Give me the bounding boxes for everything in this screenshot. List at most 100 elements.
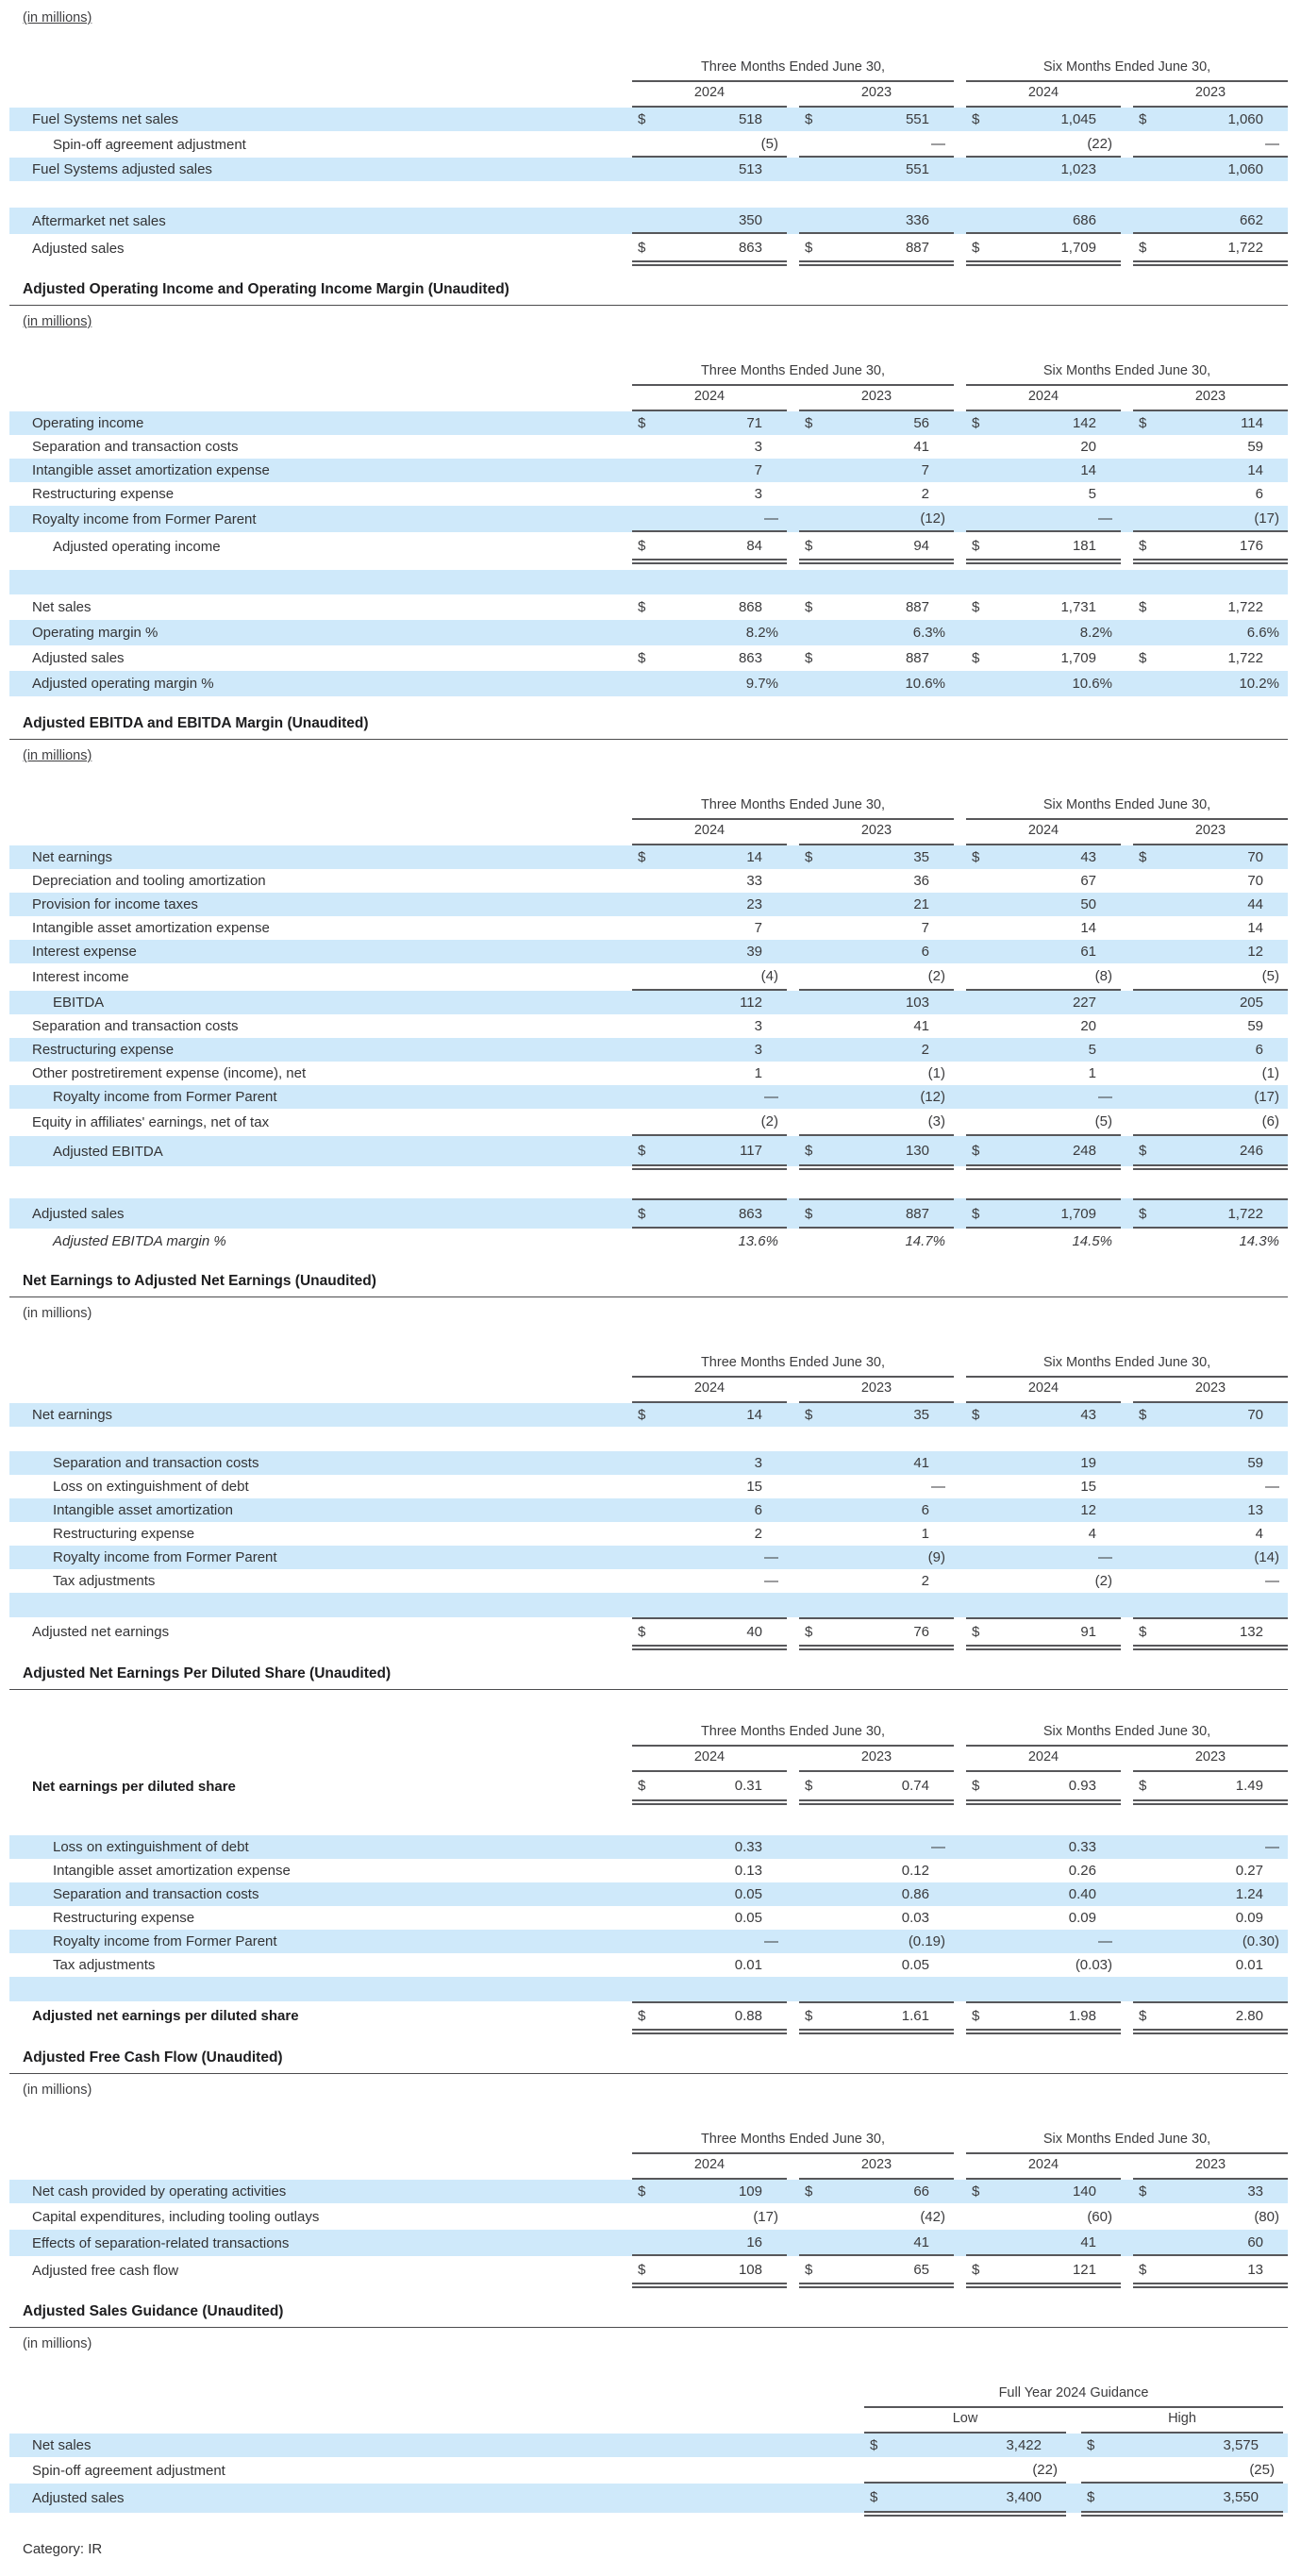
currency-symbol: $ <box>1087 2437 1095 2453</box>
amount-cell: $117 <box>632 1136 787 1170</box>
amount-value: — <box>764 1573 778 1589</box>
amount-value: 16 <box>746 2233 762 2250</box>
amount-cell: 7 <box>632 459 787 482</box>
table-row: Loss on extinguishment of debt 15 — 15 — <box>9 1475 1288 1498</box>
amount-cell: 0.09 <box>1133 1906 1288 1930</box>
amount-value: (5) <box>1261 968 1279 984</box>
amount-cell: $33 <box>1133 2180 1288 2203</box>
amount-value: 14.3% <box>1239 1233 1279 1249</box>
amount-cell: 0.09 <box>966 1906 1121 1930</box>
amount-cell: (2) <box>966 1569 1121 1593</box>
spacer-row <box>9 1977 1288 2001</box>
amount-value: 12 <box>1080 1502 1096 1518</box>
amount-value: 6 <box>1255 1042 1263 1058</box>
amount-cell: 2 <box>632 1522 787 1546</box>
year-column-header: 2024 <box>966 1749 1121 1772</box>
amount-value: 14 <box>1080 920 1096 936</box>
amount-value: — <box>931 1839 945 1855</box>
section-title: Adjusted EBITDA and EBITDA Margin (Unaud… <box>9 715 1288 740</box>
amount-cell: (22) <box>966 131 1121 158</box>
section-title: Adjusted Sales Guidance (Unaudited) <box>9 2303 1288 2328</box>
amount-cell: (5) <box>966 1109 1121 1136</box>
amount-value: (5) <box>760 135 778 152</box>
amount-cell: 41 <box>799 2230 954 2256</box>
amount-cell: (60) <box>966 2203 1121 2230</box>
amount-cell: 14 <box>966 916 1121 940</box>
year-column-header: 2024 <box>632 85 787 108</box>
row-label: Net earnings <box>32 849 113 865</box>
table-row: Equity in affiliates' earnings, net of t… <box>9 1109 1288 1136</box>
amount-cell: 20 <box>966 435 1121 459</box>
amount-cell: 336 <box>799 208 954 234</box>
amount-cell: $1,731 <box>966 594 1121 620</box>
amount-cell: 3 <box>632 1451 787 1475</box>
currency-symbol: $ <box>1139 599 1147 615</box>
amount-value: 1.49 <box>1235 1778 1263 1794</box>
amount-value: 1 <box>1088 1065 1096 1081</box>
table-row: Royalty income from Former Parent — (9) — (1… <box>9 1546 1288 1569</box>
amount-cell: (3) <box>799 1109 954 1136</box>
amount-value: 23 <box>746 896 762 912</box>
amount-cell: $1,709 <box>966 645 1121 671</box>
row-label: Royalty income from Former Parent <box>53 1089 277 1105</box>
year-column-header: 2023 <box>1133 85 1288 108</box>
year-column-header: 2024 <box>632 1749 787 1772</box>
currency-symbol: $ <box>972 1624 980 1640</box>
amount-value: 14 <box>1247 462 1263 478</box>
amount-cell: (8) <box>966 963 1121 991</box>
table-row: Royalty income from Former Parent — (12) — (… <box>9 1085 1288 1109</box>
amount-value: 518 <box>738 111 762 127</box>
period-group-header: Six Months Ended June 30, <box>966 59 1288 82</box>
amount-cell: 12 <box>1133 940 1288 963</box>
row-label: Effects of separation-related transactio… <box>32 2234 290 2251</box>
amount-value: (14) <box>1254 1549 1279 1565</box>
row-label: Adjusted free cash flow <box>32 2262 179 2279</box>
amount-value: 6 <box>921 1502 929 1518</box>
amount-value: 132 <box>1239 1624 1263 1640</box>
amount-value: 1.24 <box>1235 1886 1263 1902</box>
table-row: Provision for income taxes 23 21 50 44 <box>9 893 1288 916</box>
period-group-header: Three Months Ended June 30, <box>632 1355 954 1378</box>
amount-value: 0.33 <box>1068 1839 1096 1855</box>
amount-cell: $13 <box>1133 2256 1288 2288</box>
currency-symbol: $ <box>805 1624 813 1640</box>
amount-cell: (5) <box>1133 963 1288 991</box>
amount-cell: $176 <box>1133 532 1288 564</box>
amount-value: 205 <box>1239 995 1263 1011</box>
currency-symbol: $ <box>1139 415 1147 431</box>
year-column-header: 2023 <box>1133 823 1288 845</box>
amount-cell: 61 <box>966 940 1121 963</box>
table-row: Restructuring expense 3 2 5 6 <box>9 1038 1288 1062</box>
amount-value: 3,550 <box>1223 2489 1259 2505</box>
row-label: Adjusted operating income <box>53 538 221 555</box>
amount-value: 94 <box>913 537 929 554</box>
table-row: Adjusted sales $863 $887 $1,709 $1,722 <box>9 645 1288 671</box>
sections-container: (in millions) Three Months Ended June 30,… <box>9 10 1288 2517</box>
row-label: Adjusted sales <box>32 1205 125 1222</box>
amount-value: 91 <box>1080 1624 1096 1640</box>
spacer-row <box>9 1811 1288 1835</box>
period-group-header: Three Months Ended June 30, <box>632 2132 954 2154</box>
section: (in millions) Three Months Ended June 30,… <box>9 10 1288 266</box>
amount-cell: $132 <box>1133 1617 1288 1650</box>
amount-value: 14 <box>746 849 762 865</box>
amount-value: — <box>1098 1933 1112 1949</box>
amount-value: (4) <box>760 968 778 984</box>
currency-symbol: $ <box>972 2008 980 2024</box>
amount-cell: 0.12 <box>799 1859 954 1882</box>
amount-value: 10.2% <box>1239 676 1279 692</box>
currency-symbol: $ <box>1139 1407 1147 1423</box>
row-label: Restructuring expense <box>32 486 175 502</box>
financial-table: Three Months Ended June 30, Six Months En… <box>9 363 1288 696</box>
amount-cell: (0.30) <box>1133 1930 1288 1953</box>
amount-cell: 551 <box>799 158 954 181</box>
amount-cell: 14.7% <box>799 1229 954 1254</box>
currency-symbol: $ <box>805 1142 813 1159</box>
amount-cell: 70 <box>1133 869 1288 893</box>
amount-cell: — <box>1133 131 1288 158</box>
amount-value: (2) <box>760 1113 778 1129</box>
row-label: Adjusted net earnings per diluted share <box>32 2008 299 2024</box>
amount-value: 14.7% <box>905 1233 945 1249</box>
spacer-row <box>9 1593 1288 1617</box>
amount-value: 5 <box>1088 486 1096 502</box>
